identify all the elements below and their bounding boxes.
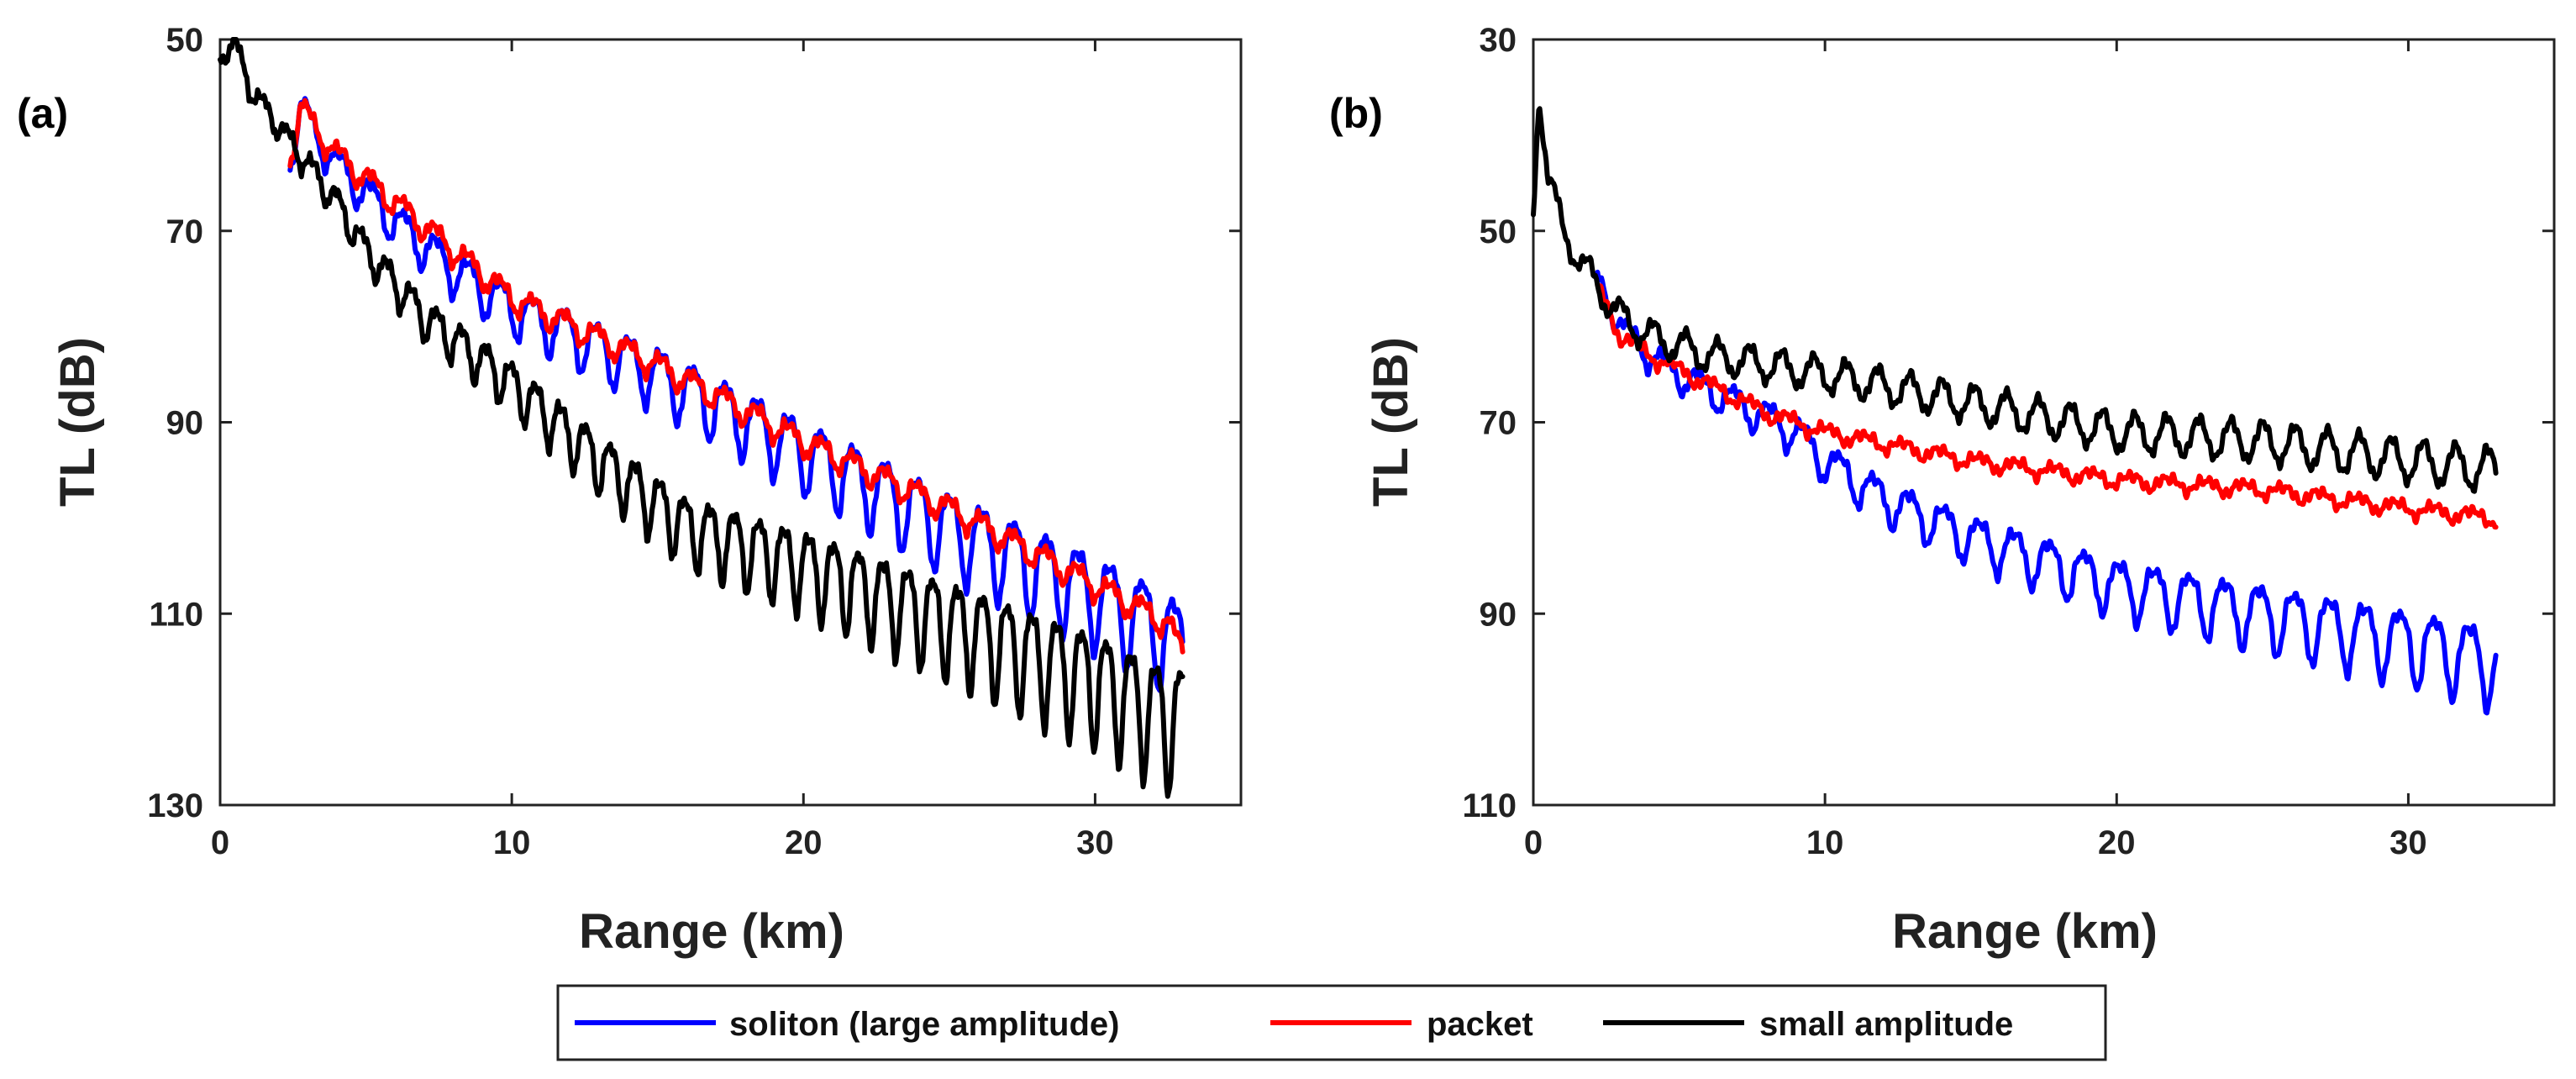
panel-b: 0 10 20 30 30 50 70 90 110 (b) Range (km) TL (dB… bbox=[1329, 22, 2556, 959]
panel-a-xlabel: Range (km) bbox=[579, 904, 844, 959]
panel-b-ylabel: TL (dB) bbox=[1364, 337, 1418, 507]
y-tick-label: 110 bbox=[1462, 787, 1517, 824]
x-tick-label: 10 bbox=[1806, 824, 1844, 861]
y-tick-label: 30 bbox=[1480, 22, 1517, 59]
panel-b-label: (b) bbox=[1329, 90, 1383, 137]
series-line-packet bbox=[287, 97, 1185, 655]
legend-label-small-amplitude: small amplitude bbox=[1759, 1006, 2013, 1043]
x-tick-label: 10 bbox=[493, 824, 531, 861]
series-line-small-amplitude bbox=[218, 37, 1185, 799]
panel-a: 0 10 20 30 50 70 90 110 130 (a) Range (km) TL (d… bbox=[17, 22, 1243, 959]
panel-b-lines bbox=[1531, 106, 2499, 716]
y-tick-label: 90 bbox=[1480, 596, 1517, 633]
y-tick-label: 90 bbox=[166, 405, 204, 442]
series-line-packet bbox=[1595, 282, 2499, 530]
x-tick-label: 20 bbox=[785, 824, 823, 861]
panel-a-label: (a) bbox=[17, 90, 68, 137]
y-tick-label: 110 bbox=[149, 596, 203, 633]
panel-b-ticks: 0 10 20 30 30 50 70 90 110 bbox=[1462, 22, 2554, 861]
x-tick-label: 30 bbox=[1076, 824, 1114, 861]
panel-b-xlabel: Range (km) bbox=[1892, 904, 2158, 959]
panel-a-lines bbox=[218, 37, 1185, 799]
y-tick-label: 70 bbox=[166, 213, 204, 250]
x-tick-label: 0 bbox=[1524, 824, 1543, 861]
series-line-small-amplitude bbox=[1531, 106, 2499, 494]
y-tick-label: 50 bbox=[166, 22, 204, 59]
legend: soliton (large amplitude) packet small a… bbox=[556, 984, 2107, 1061]
x-tick-label: 0 bbox=[211, 824, 229, 861]
x-tick-label: 30 bbox=[2389, 824, 2427, 861]
y-tick-label: 70 bbox=[1480, 405, 1517, 442]
x-tick-label: 20 bbox=[2098, 824, 2136, 861]
legend-label-packet: packet bbox=[1427, 1006, 1533, 1043]
panel-a-ticks: 0 10 20 30 50 70 90 110 130 bbox=[147, 22, 1241, 861]
y-tick-label: 130 bbox=[147, 787, 203, 824]
y-tick-label: 50 bbox=[1480, 213, 1517, 250]
panel-a-ylabel: TL (dB) bbox=[50, 337, 105, 507]
series-line-soliton bbox=[287, 96, 1185, 693]
legend-label-soliton: soliton (large amplitude) bbox=[729, 1006, 1119, 1043]
series-line-soliton bbox=[1595, 269, 2499, 716]
